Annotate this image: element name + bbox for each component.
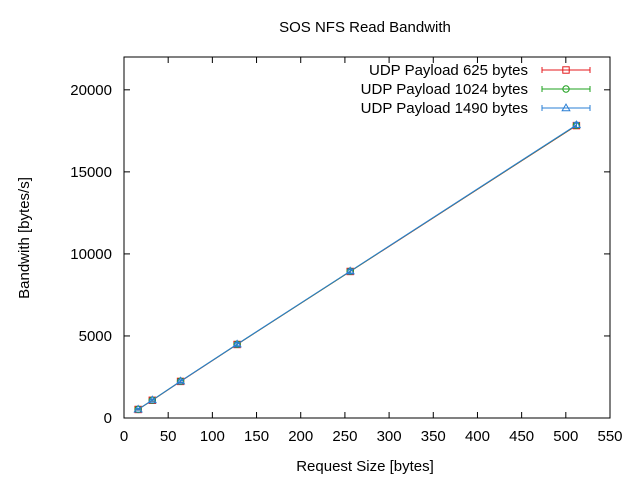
- legend-entry-label: UDP Payload 1024 bytes: [361, 81, 528, 98]
- y-tick-label: 15000: [70, 164, 112, 181]
- legend-marker: [562, 66, 570, 74]
- series-line-3: [137, 124, 577, 410]
- x-tick-label: 200: [288, 428, 313, 445]
- data-point-series-3: [133, 404, 143, 413]
- plot-frame: [123, 56, 611, 419]
- x-tick-label: 300: [377, 428, 402, 445]
- y-tick-label: 10000: [70, 246, 112, 263]
- x-tick-label: 50: [160, 428, 177, 445]
- x-tick-label: 250: [332, 428, 357, 445]
- chart-title: SOS NFS Read Bandwith: [279, 19, 451, 36]
- x-tick-label: 100: [200, 428, 225, 445]
- data-point-series-3: [345, 266, 355, 275]
- legend-marker: [562, 85, 570, 93]
- data-point-series-3: [571, 120, 582, 129]
- y-tick-label: 5000: [79, 328, 112, 345]
- data-point-series-3: [232, 339, 242, 348]
- y-tick-label: 20000: [70, 82, 112, 99]
- data-point-series-3: [147, 395, 157, 404]
- x-tick-label: 550: [597, 428, 622, 445]
- y-axis-label: Bandwith [bytes/s]: [16, 177, 33, 299]
- legend-marker: [561, 103, 571, 112]
- x-tick-label: 450: [509, 428, 534, 445]
- legend-entry-label: UDP Payload 1490 bytes: [361, 100, 528, 117]
- x-tick-label: 500: [553, 428, 578, 445]
- y-tick-label: 0: [104, 410, 112, 427]
- legend-entry-label: UDP Payload 625 bytes: [369, 62, 528, 79]
- x-tick-label: 150: [244, 428, 269, 445]
- x-axis-label: Request Size [bytes]: [296, 458, 434, 475]
- x-tick-label: 400: [465, 428, 490, 445]
- data-point-series-3: [175, 376, 186, 385]
- x-tick-label: 350: [421, 428, 446, 445]
- plot-area: 0 50 100 150 200 250 300 350 400 450 500 550 0 5000 10…: [70, 56, 623, 445]
- x-tick-label: 0: [120, 428, 128, 445]
